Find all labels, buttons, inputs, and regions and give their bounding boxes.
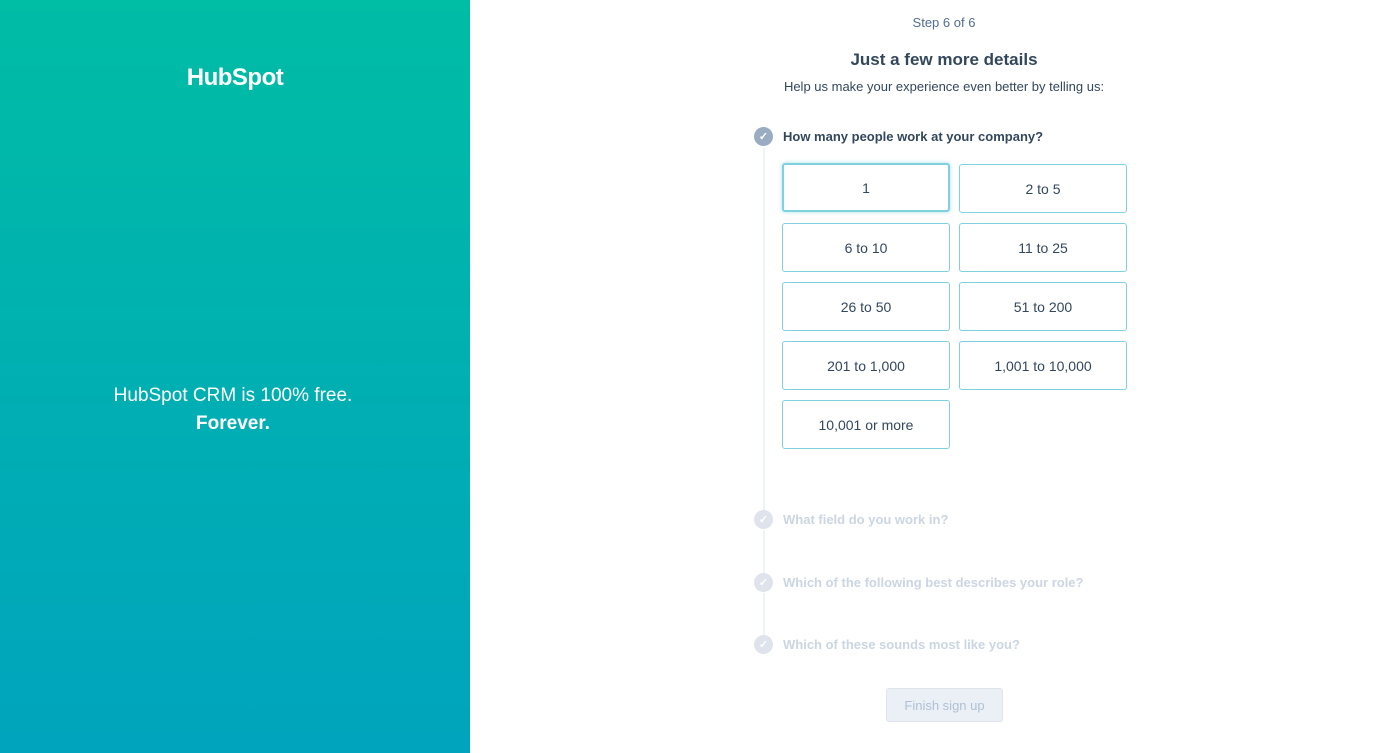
question-label: Which of these sounds most like you?: [783, 637, 1020, 652]
signup-form: Step 6 of 6 Just a few more details Help…: [470, 0, 1396, 753]
option-1[interactable]: 1: [782, 163, 950, 212]
check-icon: ✓: [754, 127, 773, 146]
progress-line: [763, 530, 765, 573]
progress-line: [763, 148, 765, 510]
question-field[interactable]: ✓ What field do you work in?: [754, 510, 948, 529]
check-icon: ✓: [754, 510, 773, 529]
question-persona[interactable]: ✓ Which of these sounds most like you?: [754, 635, 1020, 654]
option-6-to-10[interactable]: 6 to 10: [782, 223, 950, 272]
progress-line: [763, 593, 765, 635]
option-10001-or-more[interactable]: 10,001 or more: [782, 400, 950, 449]
hubspot-logo: HubSpot: [186, 64, 284, 91]
tagline-bold: Forever.: [196, 413, 270, 434]
option-2-to-5[interactable]: 2 to 5: [959, 164, 1127, 213]
question-label: Which of the following best describes yo…: [783, 575, 1084, 590]
option-1001-to-10000[interactable]: 1,001 to 10,000: [959, 341, 1127, 390]
question-label: How many people work at your company?: [783, 129, 1044, 144]
question-role[interactable]: ✓ Which of the following best describes …: [754, 573, 1083, 592]
option-51-to-200[interactable]: 51 to 200: [959, 282, 1127, 331]
page-subtitle: Help us make your experience even better…: [783, 79, 1105, 94]
finish-signup-button[interactable]: Finish sign up: [886, 688, 1003, 722]
question-label: What field do you work in?: [783, 512, 949, 527]
question-company-size[interactable]: ✓ How many people work at your company?: [754, 127, 1043, 146]
option-11-to-25[interactable]: 11 to 25: [959, 223, 1127, 272]
tagline: HubSpot CRM is 100% free. Forever.: [0, 382, 466, 438]
brand-panel: HubSpot HubSpot CRM is 100% free. Foreve…: [0, 0, 470, 753]
check-icon: ✓: [754, 573, 773, 592]
check-icon: ✓: [754, 635, 773, 654]
tagline-text: HubSpot CRM is 100% free.: [113, 385, 353, 406]
page-title: Just a few more details: [850, 50, 1038, 69]
option-26-to-50[interactable]: 26 to 50: [782, 282, 950, 331]
option-201-to-1000[interactable]: 201 to 1,000: [782, 341, 950, 390]
step-indicator: Step 6 of 6: [912, 15, 976, 30]
